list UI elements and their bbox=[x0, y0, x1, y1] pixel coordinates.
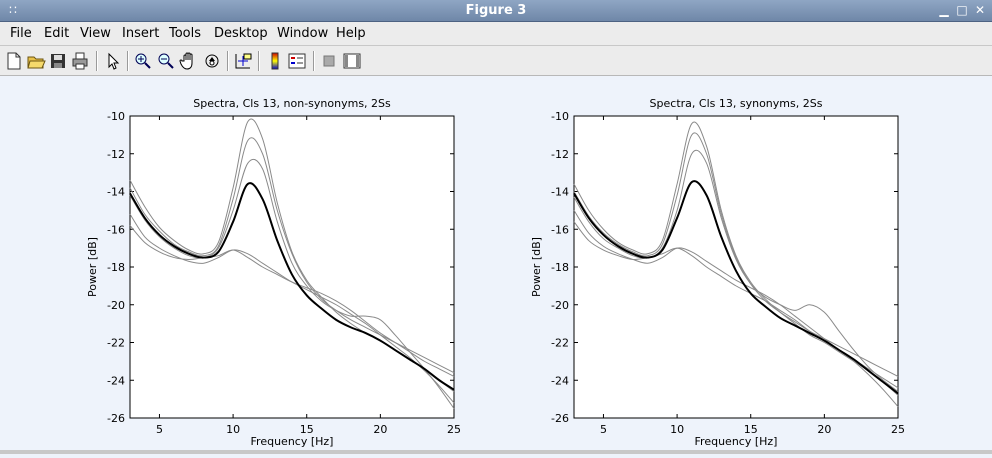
menu-view[interactable]: View bbox=[80, 26, 111, 41]
axes-left[interactable]: Spectra, Cls 13, non-synonyms, 2Ss Frequ… bbox=[86, 97, 461, 448]
figure-plots: Spectra, Cls 13, non-synonyms, 2Ss Frequ… bbox=[86, 97, 905, 448]
rotate-3d-icon[interactable] bbox=[202, 51, 222, 71]
menu-edit[interactable]: Edit bbox=[44, 26, 70, 41]
y-tick-label: -22 bbox=[107, 337, 125, 350]
spectrum-line-5 bbox=[129, 225, 455, 377]
xlabel-left: Frequency [Hz] bbox=[251, 435, 334, 448]
x-tick-label: 5 bbox=[156, 423, 163, 436]
window-bottom-border bbox=[0, 450, 992, 454]
y-tick-label: -22 bbox=[551, 337, 569, 350]
close-icon[interactable]: ✕ bbox=[974, 3, 986, 17]
menu-help[interactable]: Help bbox=[336, 26, 366, 41]
ylabel-left: Power [dB] bbox=[86, 237, 99, 297]
spectrum-line-1 bbox=[573, 121, 899, 396]
menu-desktop[interactable]: Desktop bbox=[214, 26, 268, 41]
spectrum-line-3 bbox=[573, 149, 899, 392]
data-cursor-icon[interactable] bbox=[233, 51, 253, 71]
hide-plot-tools-icon[interactable] bbox=[319, 51, 339, 71]
maximize-icon[interactable]: □ bbox=[956, 3, 968, 17]
save-icon[interactable] bbox=[48, 51, 68, 71]
mean-spectrum-line bbox=[129, 182, 455, 391]
ylabel-right: Power [dB] bbox=[530, 237, 543, 297]
x-tick-label: 15 bbox=[300, 423, 314, 436]
zoom-out-icon[interactable] bbox=[156, 51, 176, 71]
zoom-in-icon[interactable] bbox=[133, 51, 153, 71]
menubar: File Edit View Insert Tools Desktop Wind… bbox=[0, 22, 992, 46]
y-tick-label: -20 bbox=[107, 299, 125, 312]
y-tick-label: -24 bbox=[551, 374, 569, 387]
spectrum-line-2 bbox=[573, 132, 899, 377]
y-tick-label: -16 bbox=[551, 223, 569, 236]
menu-file[interactable]: File bbox=[10, 26, 32, 41]
axes-right[interactable]: Spectra, Cls 13, synonyms, 2Ss Frequency… bbox=[530, 97, 905, 448]
y-tick-label: -12 bbox=[551, 148, 569, 161]
toolbar-separator bbox=[127, 51, 129, 71]
y-tick-label: -20 bbox=[551, 299, 569, 312]
y-tick-label: -26 bbox=[551, 412, 569, 425]
y-tick-label: -18 bbox=[551, 261, 569, 274]
x-tick-label: 25 bbox=[447, 423, 461, 436]
menu-window[interactable]: Window bbox=[277, 26, 329, 41]
legend-icon[interactable] bbox=[287, 51, 307, 71]
y-tick-label: -12 bbox=[107, 148, 125, 161]
print-icon[interactable] bbox=[70, 51, 90, 71]
window-title: Figure 3 bbox=[465, 3, 527, 18]
y-tick-label: -18 bbox=[107, 261, 125, 274]
colorbar-icon[interactable] bbox=[265, 51, 285, 71]
x-tick-label: 10 bbox=[226, 423, 240, 436]
x-tick-label: 20 bbox=[817, 423, 831, 436]
toolbar-separator bbox=[313, 51, 315, 71]
open-file-icon[interactable] bbox=[26, 51, 46, 71]
xlabel-right: Frequency [Hz] bbox=[695, 435, 778, 448]
show-plot-tools-icon[interactable] bbox=[342, 51, 362, 71]
y-tick-label: -16 bbox=[107, 223, 125, 236]
axes-title-right: Spectra, Cls 13, synonyms, 2Ss bbox=[650, 97, 823, 110]
minimize-icon[interactable]: ▁ bbox=[939, 3, 949, 17]
x-tick-label: 10 bbox=[670, 423, 684, 436]
window-menu-icon[interactable]: ∷ bbox=[9, 3, 17, 17]
window-titlebar: ∷ Figure 3 ▁ □ ✕ bbox=[0, 0, 992, 22]
select-arrow-icon[interactable] bbox=[103, 51, 123, 71]
pan-hand-icon[interactable] bbox=[179, 51, 199, 71]
y-tick-label: -10 bbox=[551, 110, 569, 123]
toolbar-separator bbox=[258, 51, 260, 71]
y-tick-label: -14 bbox=[551, 186, 569, 199]
x-tick-label: 5 bbox=[600, 423, 607, 436]
menu-insert[interactable]: Insert bbox=[122, 26, 160, 41]
y-tick-label: -14 bbox=[107, 186, 125, 199]
toolbar-separator bbox=[227, 51, 229, 71]
mean-spectrum-line bbox=[573, 180, 899, 395]
x-tick-label: 15 bbox=[744, 423, 758, 436]
new-file-icon[interactable] bbox=[4, 51, 24, 71]
x-tick-label: 25 bbox=[891, 423, 905, 436]
y-tick-label: -10 bbox=[107, 110, 125, 123]
spectrum-line-3 bbox=[129, 158, 455, 409]
menu-tools[interactable]: Tools bbox=[169, 26, 202, 41]
y-tick-label: -24 bbox=[107, 374, 125, 387]
y-tick-label: -26 bbox=[107, 412, 125, 425]
figure-canvas: Spectra, Cls 13, non-synonyms, 2Ss Frequ… bbox=[0, 76, 992, 454]
toolbar-separator bbox=[96, 51, 98, 71]
toolbar bbox=[0, 46, 992, 76]
x-tick-label: 20 bbox=[373, 423, 387, 436]
axes-title-left: Spectra, Cls 13, non-synonyms, 2Ss bbox=[193, 97, 391, 110]
